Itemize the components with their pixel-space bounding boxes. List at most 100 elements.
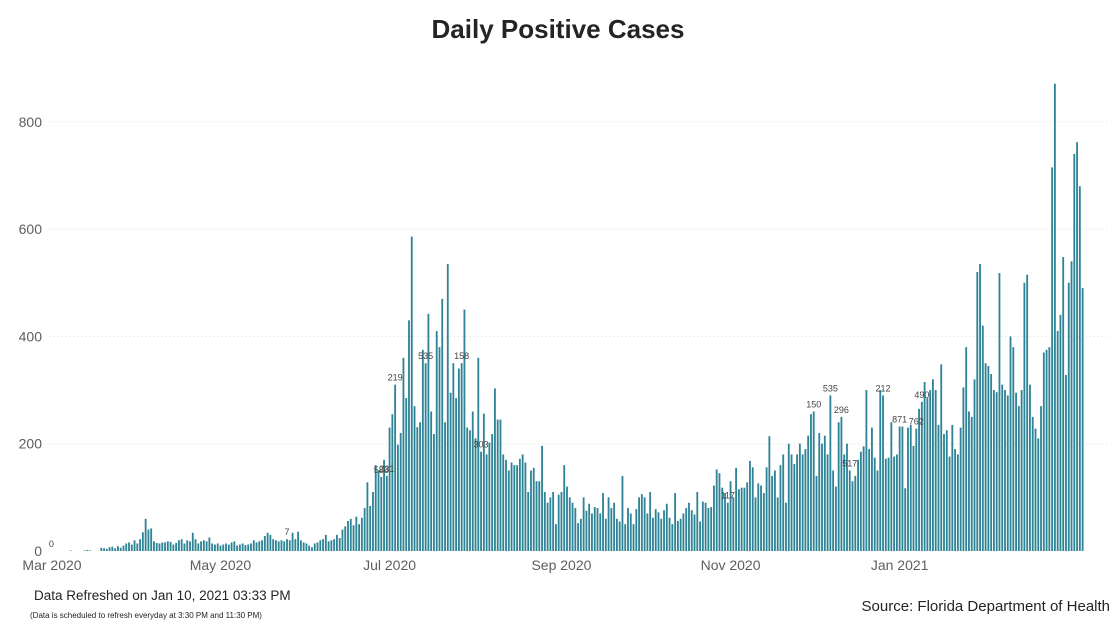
- data-label: 231: [379, 464, 394, 474]
- bar: [757, 483, 760, 551]
- data-refreshed-text: Data Refreshed on Jan 10, 2021 03:33 PM: [34, 588, 291, 603]
- bar: [169, 541, 172, 551]
- bar: [507, 470, 510, 551]
- bar: [161, 542, 164, 551]
- bar: [898, 426, 901, 551]
- bar: [524, 462, 527, 551]
- bar: [602, 493, 604, 551]
- bar: [768, 436, 771, 551]
- bar: [568, 497, 571, 551]
- bar: [884, 458, 887, 551]
- bar: [760, 485, 762, 551]
- bar: [826, 454, 829, 551]
- bar: [394, 384, 397, 551]
- x-tick-label: Nov 2020: [701, 557, 761, 573]
- data-label: 219: [388, 373, 403, 383]
- bar: [344, 526, 347, 551]
- bar: [555, 524, 557, 551]
- bar: [798, 443, 801, 551]
- bar: [868, 449, 871, 551]
- bar: [557, 494, 560, 551]
- bar: [923, 382, 926, 551]
- bar: [399, 432, 402, 551]
- bar: [746, 482, 749, 551]
- bar: [940, 364, 943, 551]
- x-tick-label: Jan 2021: [871, 557, 929, 573]
- bar: [1031, 416, 1034, 552]
- bar: [729, 481, 732, 551]
- data-label: 535: [418, 351, 433, 361]
- bar: [405, 398, 408, 551]
- bar: [643, 497, 646, 551]
- data-label: 296: [834, 405, 849, 415]
- bar: [981, 325, 984, 551]
- bar: [815, 475, 818, 551]
- bar: [932, 379, 934, 551]
- bar: [713, 485, 715, 551]
- bar: [793, 464, 796, 551]
- bar: [715, 469, 718, 551]
- bar: [846, 443, 848, 551]
- bar: [588, 503, 591, 551]
- bar: [261, 540, 263, 551]
- bar: [604, 518, 607, 551]
- data-label: 303: [474, 440, 489, 450]
- bar: [358, 524, 361, 551]
- bar: [347, 520, 349, 551]
- bar: [1029, 384, 1031, 551]
- bar: [812, 411, 815, 551]
- bar: [366, 482, 369, 551]
- bar: [904, 488, 907, 551]
- bar: [474, 438, 477, 551]
- bar: [596, 508, 599, 551]
- bar: [230, 542, 233, 551]
- data-label: 490: [914, 390, 929, 400]
- bar: [984, 363, 987, 552]
- bar: [377, 470, 380, 551]
- bar: [396, 444, 399, 551]
- bar: [765, 467, 768, 551]
- bar: [857, 459, 859, 551]
- x-tick-label: Jul 2020: [363, 557, 416, 573]
- bar: [851, 481, 854, 551]
- bar: [530, 470, 532, 551]
- bar: [649, 491, 652, 552]
- bar: [895, 454, 898, 551]
- bar: [449, 392, 452, 551]
- bar: [749, 460, 751, 551]
- bar: [1004, 390, 1006, 551]
- bar: [233, 541, 236, 551]
- bar: [416, 427, 419, 551]
- bar: [920, 401, 923, 551]
- bar: [823, 435, 826, 551]
- bar: [871, 427, 873, 551]
- bar: [976, 272, 979, 551]
- bar: [624, 524, 627, 551]
- bar: [1015, 392, 1017, 551]
- bar: [543, 491, 546, 552]
- bar: [1037, 438, 1040, 551]
- bar: [876, 470, 879, 551]
- bar: [652, 517, 654, 551]
- bar: [435, 331, 438, 551]
- bar: [272, 539, 275, 551]
- bar: [280, 540, 283, 551]
- bar: [901, 426, 904, 551]
- bar: [690, 510, 693, 551]
- bar: [699, 521, 701, 551]
- bar: [615, 518, 618, 551]
- bar: [421, 349, 424, 551]
- bar: [252, 540, 255, 551]
- bar: [158, 543, 161, 551]
- bar: [463, 309, 466, 551]
- bar: [86, 549, 89, 551]
- bar: [327, 541, 330, 551]
- bar: [571, 502, 574, 551]
- bar: [538, 481, 541, 551]
- bar: [471, 411, 474, 551]
- bar: [516, 465, 519, 551]
- bar: [1051, 167, 1054, 551]
- bar: [918, 408, 920, 551]
- bar: [385, 475, 388, 551]
- bar: [668, 517, 671, 551]
